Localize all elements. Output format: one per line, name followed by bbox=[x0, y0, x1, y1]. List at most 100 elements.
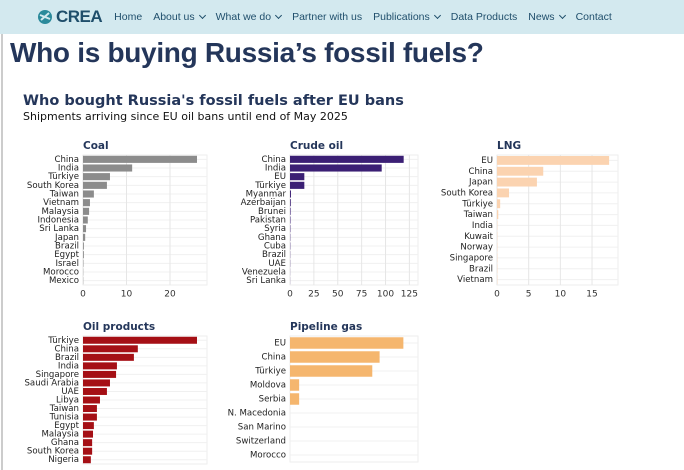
category-label: South Korea bbox=[27, 447, 79, 457]
bar bbox=[290, 393, 300, 405]
x-tick-label: 5 bbox=[526, 290, 532, 300]
logo-icon bbox=[38, 10, 52, 24]
category-label: Egypt bbox=[54, 250, 79, 260]
nav-link[interactable]: Contact bbox=[576, 11, 612, 23]
bar bbox=[83, 353, 134, 361]
nav-text: About us bbox=[153, 11, 195, 23]
bar bbox=[83, 216, 88, 224]
x-tick-label: 0 bbox=[80, 290, 86, 300]
category-label: Vietnam bbox=[43, 198, 79, 208]
logo[interactable]: CREA bbox=[37, 7, 103, 27]
category-label: EU bbox=[481, 156, 493, 166]
nav-link[interactable]: News bbox=[528, 11, 566, 23]
category-label: Indonesia bbox=[37, 216, 79, 226]
category-label: Taiwan bbox=[49, 404, 79, 414]
category-label: Japan bbox=[468, 178, 493, 188]
category-label: China bbox=[261, 353, 286, 363]
bar bbox=[497, 155, 610, 165]
category-label: Saudi Arabia bbox=[24, 378, 79, 388]
dropdown-icon bbox=[558, 11, 566, 20]
bar bbox=[497, 177, 537, 187]
category-label: China bbox=[54, 155, 79, 165]
plot-area bbox=[496, 154, 619, 286]
category-label: South Korea bbox=[441, 188, 493, 198]
nav-link[interactable]: Data Products bbox=[451, 11, 518, 23]
category-label: San Marino bbox=[238, 423, 286, 433]
category-label: India bbox=[58, 164, 79, 174]
nav-bar: CREA Home About us What we do Partner wi… bbox=[0, 0, 684, 34]
x-tick-label: 75 bbox=[356, 290, 367, 300]
x-tick-label: 125 bbox=[401, 290, 418, 300]
bar bbox=[290, 199, 291, 207]
bar bbox=[497, 210, 499, 220]
category-label: Malaysia bbox=[41, 207, 79, 217]
category-label: Libya bbox=[56, 396, 79, 406]
bar bbox=[497, 166, 544, 176]
category-label: Syria bbox=[264, 224, 286, 234]
nav-link[interactable]: About us bbox=[153, 11, 206, 23]
category-label: Türkiye bbox=[47, 336, 79, 346]
bar bbox=[497, 199, 501, 209]
category-label: EU bbox=[274, 339, 286, 349]
category-label: Ghana bbox=[258, 233, 286, 243]
panel-title: Pipeline gas bbox=[290, 321, 362, 333]
category-label: Taiwan bbox=[49, 190, 79, 200]
bar bbox=[83, 251, 84, 259]
nav-text: News bbox=[528, 11, 555, 23]
category-label: UAE bbox=[61, 387, 79, 397]
panel-title: Coal bbox=[83, 140, 109, 152]
nav-link[interactable]: Home bbox=[114, 11, 142, 23]
x-tick-label: 10 bbox=[121, 290, 133, 300]
x-tick-label: 25 bbox=[308, 290, 319, 300]
bar bbox=[83, 413, 97, 421]
bar bbox=[290, 365, 373, 377]
nav-link[interactable]: Publications bbox=[373, 11, 441, 23]
bar bbox=[83, 379, 110, 387]
nav-link[interactable]: Partner with us bbox=[292, 11, 362, 23]
bar bbox=[83, 387, 107, 395]
bar bbox=[83, 422, 94, 430]
bar bbox=[83, 345, 138, 353]
category-label: Singapore bbox=[36, 370, 79, 380]
bar bbox=[83, 447, 93, 455]
panel-title: Crude oil bbox=[290, 140, 343, 152]
dropdown-icon bbox=[198, 11, 206, 20]
bar bbox=[290, 207, 291, 215]
bar bbox=[290, 337, 404, 349]
bar bbox=[83, 370, 117, 378]
x-tick-label: 100 bbox=[377, 290, 394, 300]
bar bbox=[83, 199, 90, 207]
category-label: Brunei bbox=[258, 207, 286, 217]
category-label: Myanmar bbox=[246, 190, 287, 200]
category-label: Sri Lanka bbox=[246, 276, 286, 286]
bar bbox=[290, 379, 300, 391]
bar bbox=[83, 207, 90, 215]
category-label: Norway bbox=[460, 243, 493, 253]
bar bbox=[290, 173, 305, 181]
bar bbox=[83, 225, 87, 233]
logo-text: CREA bbox=[56, 7, 103, 26]
category-label: China bbox=[54, 344, 79, 354]
panel-title: Oil products bbox=[83, 321, 155, 333]
category-label: Kuwait bbox=[464, 232, 493, 242]
category-label: Ghana bbox=[51, 438, 79, 448]
x-tick-label: 10 bbox=[555, 290, 567, 300]
category-label: Malaysia bbox=[41, 430, 79, 440]
category-label: Brazil bbox=[469, 264, 493, 274]
bar bbox=[83, 405, 97, 413]
category-label: Venezuela bbox=[242, 268, 286, 278]
panel-title: LNG bbox=[497, 140, 521, 152]
x-tick-label: 20 bbox=[164, 290, 176, 300]
category-label: EU bbox=[274, 172, 286, 182]
nav-link[interactable]: What we do bbox=[216, 11, 283, 23]
bar bbox=[83, 439, 93, 447]
category-label: India bbox=[472, 221, 493, 231]
bar bbox=[83, 233, 86, 241]
bar bbox=[290, 190, 291, 198]
category-label: Mexico bbox=[49, 276, 79, 286]
figure-title: Who bought Russia's fossil fuels after E… bbox=[23, 93, 404, 109]
x-tick-label: 0 bbox=[494, 290, 500, 300]
category-label: Serbia bbox=[259, 395, 286, 405]
category-label: Taiwan bbox=[463, 210, 493, 220]
bar bbox=[83, 190, 94, 198]
